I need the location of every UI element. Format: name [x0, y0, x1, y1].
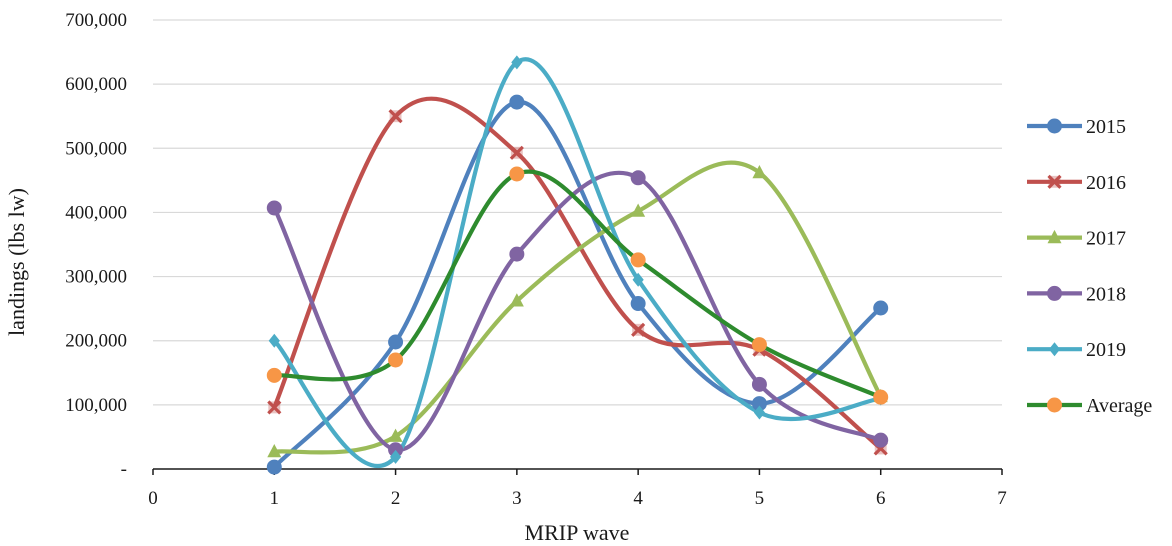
legend-item-2019: 2019 [1027, 339, 1126, 361]
data-point-2015 [630, 296, 646, 312]
legend-label: 2017 [1086, 228, 1126, 250]
data-point-2018 [266, 200, 282, 216]
data-point-2017 [388, 428, 403, 442]
y-axis-title: landings (lbs lw) [4, 188, 29, 336]
legend-label: 2018 [1086, 283, 1126, 305]
marker-cross [631, 322, 646, 337]
series-line-average [272, 169, 883, 400]
data-point-2015 [266, 459, 282, 475]
x-tick-label: 1 [270, 488, 280, 509]
x-tick-label: 5 [755, 488, 765, 509]
series-markers [266, 55, 889, 475]
x-tick-label: 7 [997, 488, 1007, 509]
y-tick-label: 700,000 [65, 10, 127, 31]
x-tick-label: 3 [512, 488, 522, 509]
legend-marker [1047, 229, 1062, 244]
y-tick-label: 300,000 [65, 267, 127, 288]
data-point-2015 [873, 300, 889, 316]
axes [152, 468, 1003, 475]
legend-label: 2015 [1086, 116, 1126, 138]
y-tick-label: 100,000 [65, 395, 127, 416]
x-tick-label: 6 [876, 488, 886, 509]
legend-marker [1047, 397, 1062, 413]
data-point-2018 [630, 170, 646, 186]
legend-item-2016: 2016 [1027, 172, 1126, 194]
gridlines [153, 19, 1002, 406]
data-point-2017 [509, 293, 524, 307]
y-tick-label: - [121, 459, 127, 480]
y-tick-label: 400,000 [65, 202, 127, 223]
data-point-2015 [388, 334, 404, 350]
data-point-2019 [753, 405, 766, 420]
data-point-average [388, 352, 404, 368]
data-point-2017 [267, 443, 282, 458]
data-point-2016 [388, 109, 403, 124]
marker-cross [388, 109, 403, 124]
marker-cross [1047, 174, 1062, 189]
legend-label: Average [1086, 395, 1152, 417]
x-tick-label: 2 [391, 488, 401, 509]
data-point-average [630, 252, 646, 268]
legend-marker [1047, 174, 1062, 189]
data-point-2018 [873, 432, 889, 448]
data-point-2017 [631, 203, 646, 217]
data-point-2019 [389, 449, 402, 464]
legend-item-average: Average [1027, 395, 1152, 417]
data-point-2017 [752, 164, 767, 179]
data-point-2019 [268, 333, 280, 348]
data-point-2016 [267, 400, 282, 415]
data-point-2018 [509, 246, 525, 262]
data-point-2015 [509, 94, 525, 110]
data-point-2018 [751, 376, 767, 392]
legend-item-2018: 2018 [1027, 283, 1126, 305]
data-point-2019 [511, 55, 523, 70]
x-axis-title: MRIP wave [525, 520, 630, 545]
y-tick-label: 600,000 [65, 74, 127, 95]
legend-label: 2019 [1086, 339, 1126, 361]
marker-cross [509, 145, 524, 160]
series-line-2015 [272, 99, 883, 470]
legend-item-2017: 2017 [1027, 228, 1126, 250]
data-point-average [751, 337, 767, 353]
x-tick-label: 0 [148, 488, 158, 509]
data-point-2016 [509, 145, 524, 160]
y-tick-label: 200,000 [65, 331, 127, 352]
legend-label: 2016 [1086, 172, 1126, 194]
tick-labels: - 100,000 200,000 300,000 400,000 500,000 600,… [65, 10, 1007, 509]
data-point-average [266, 367, 282, 383]
legend-marker [1048, 342, 1061, 357]
y-tick-label: 500,000 [65, 138, 127, 159]
data-point-average [873, 389, 889, 405]
legend-item-2015: 2015 [1027, 116, 1126, 138]
series-lines [272, 57, 883, 470]
x-tick-label: 4 [633, 488, 643, 509]
data-point-average [509, 166, 525, 182]
data-point-2016 [631, 322, 646, 337]
legend-marker [1047, 285, 1062, 301]
marker-cross [267, 400, 282, 415]
series-line-2016 [272, 96, 883, 451]
legend: 2015 2016 2017 2018 2019 Average [1027, 116, 1152, 417]
data-point-2019 [632, 272, 644, 287]
legend-marker [1047, 118, 1062, 134]
